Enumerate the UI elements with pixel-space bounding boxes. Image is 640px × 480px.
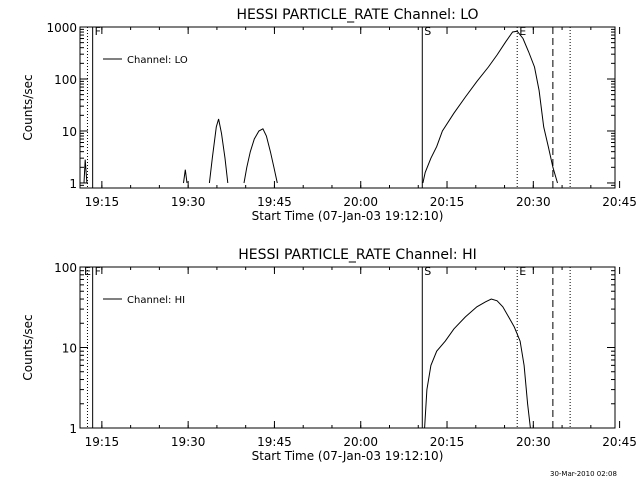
legend-label: Channel: LO (127, 55, 188, 66)
x-tick-label: 20:00 (343, 195, 378, 209)
time-marker-label: S (424, 265, 431, 278)
series-line (424, 298, 531, 429)
x-tick-label: 19:15 (85, 195, 120, 209)
x-tick-label: 20:30 (516, 435, 551, 449)
series-line (83, 159, 88, 184)
x-tick-label: 19:15 (85, 435, 120, 449)
x-axis-label: Start Time (07-Jan-03 19:12:10) (252, 209, 444, 223)
time-marker-label: F (95, 265, 101, 278)
y-tick-label: 10 (62, 125, 77, 139)
time-marker-label: F (95, 25, 101, 38)
y-tick-label: 1000 (46, 21, 77, 35)
time-marker-label: E (519, 265, 526, 278)
x-tick-label: 20:30 (516, 195, 551, 209)
plot-frame (79, 26, 616, 189)
legend-label: Channel: HI (127, 295, 185, 306)
y-tick-label: 10 (62, 342, 77, 356)
x-tick-label: 20:00 (343, 435, 378, 449)
chart-title: HESSI PARTICLE_RATE Channel: LO (236, 7, 478, 23)
chart-title: HESSI PARTICLE_RATE Channel: HI (238, 247, 476, 263)
x-tick-label: 20:15 (430, 195, 465, 209)
footer-timestamp: 30-Mar-2010 02:08 (550, 470, 617, 478)
x-axis-label: Start Time (07-Jan-03 19:12:10) (252, 449, 444, 463)
time-marker-label: E (84, 265, 91, 278)
x-tick-label: 19:45 (257, 195, 292, 209)
x-tick-label: 19:30 (171, 435, 206, 449)
series-line (208, 118, 229, 184)
time-marker-label: E (519, 25, 526, 38)
x-tick-label: 20:45 (602, 435, 637, 449)
y-tick-label: 1 (69, 177, 77, 191)
y-tick-label: 100 (54, 73, 77, 87)
time-marker-label: S (424, 25, 431, 38)
x-tick-label: 20:45 (602, 195, 637, 209)
y-axis-label: Counts/sec (21, 74, 35, 140)
y-tick-label: 100 (54, 261, 77, 275)
y-tick-label: 1 (69, 422, 77, 436)
series-line (422, 30, 558, 184)
series-line (243, 128, 278, 184)
x-tick-label: 19:45 (257, 435, 292, 449)
x-tick-label: 20:15 (430, 435, 465, 449)
series-line (183, 169, 188, 184)
x-tick-label: 19:30 (171, 195, 206, 209)
plot-frame (79, 266, 616, 429)
y-axis-label: Counts/sec (21, 314, 35, 380)
